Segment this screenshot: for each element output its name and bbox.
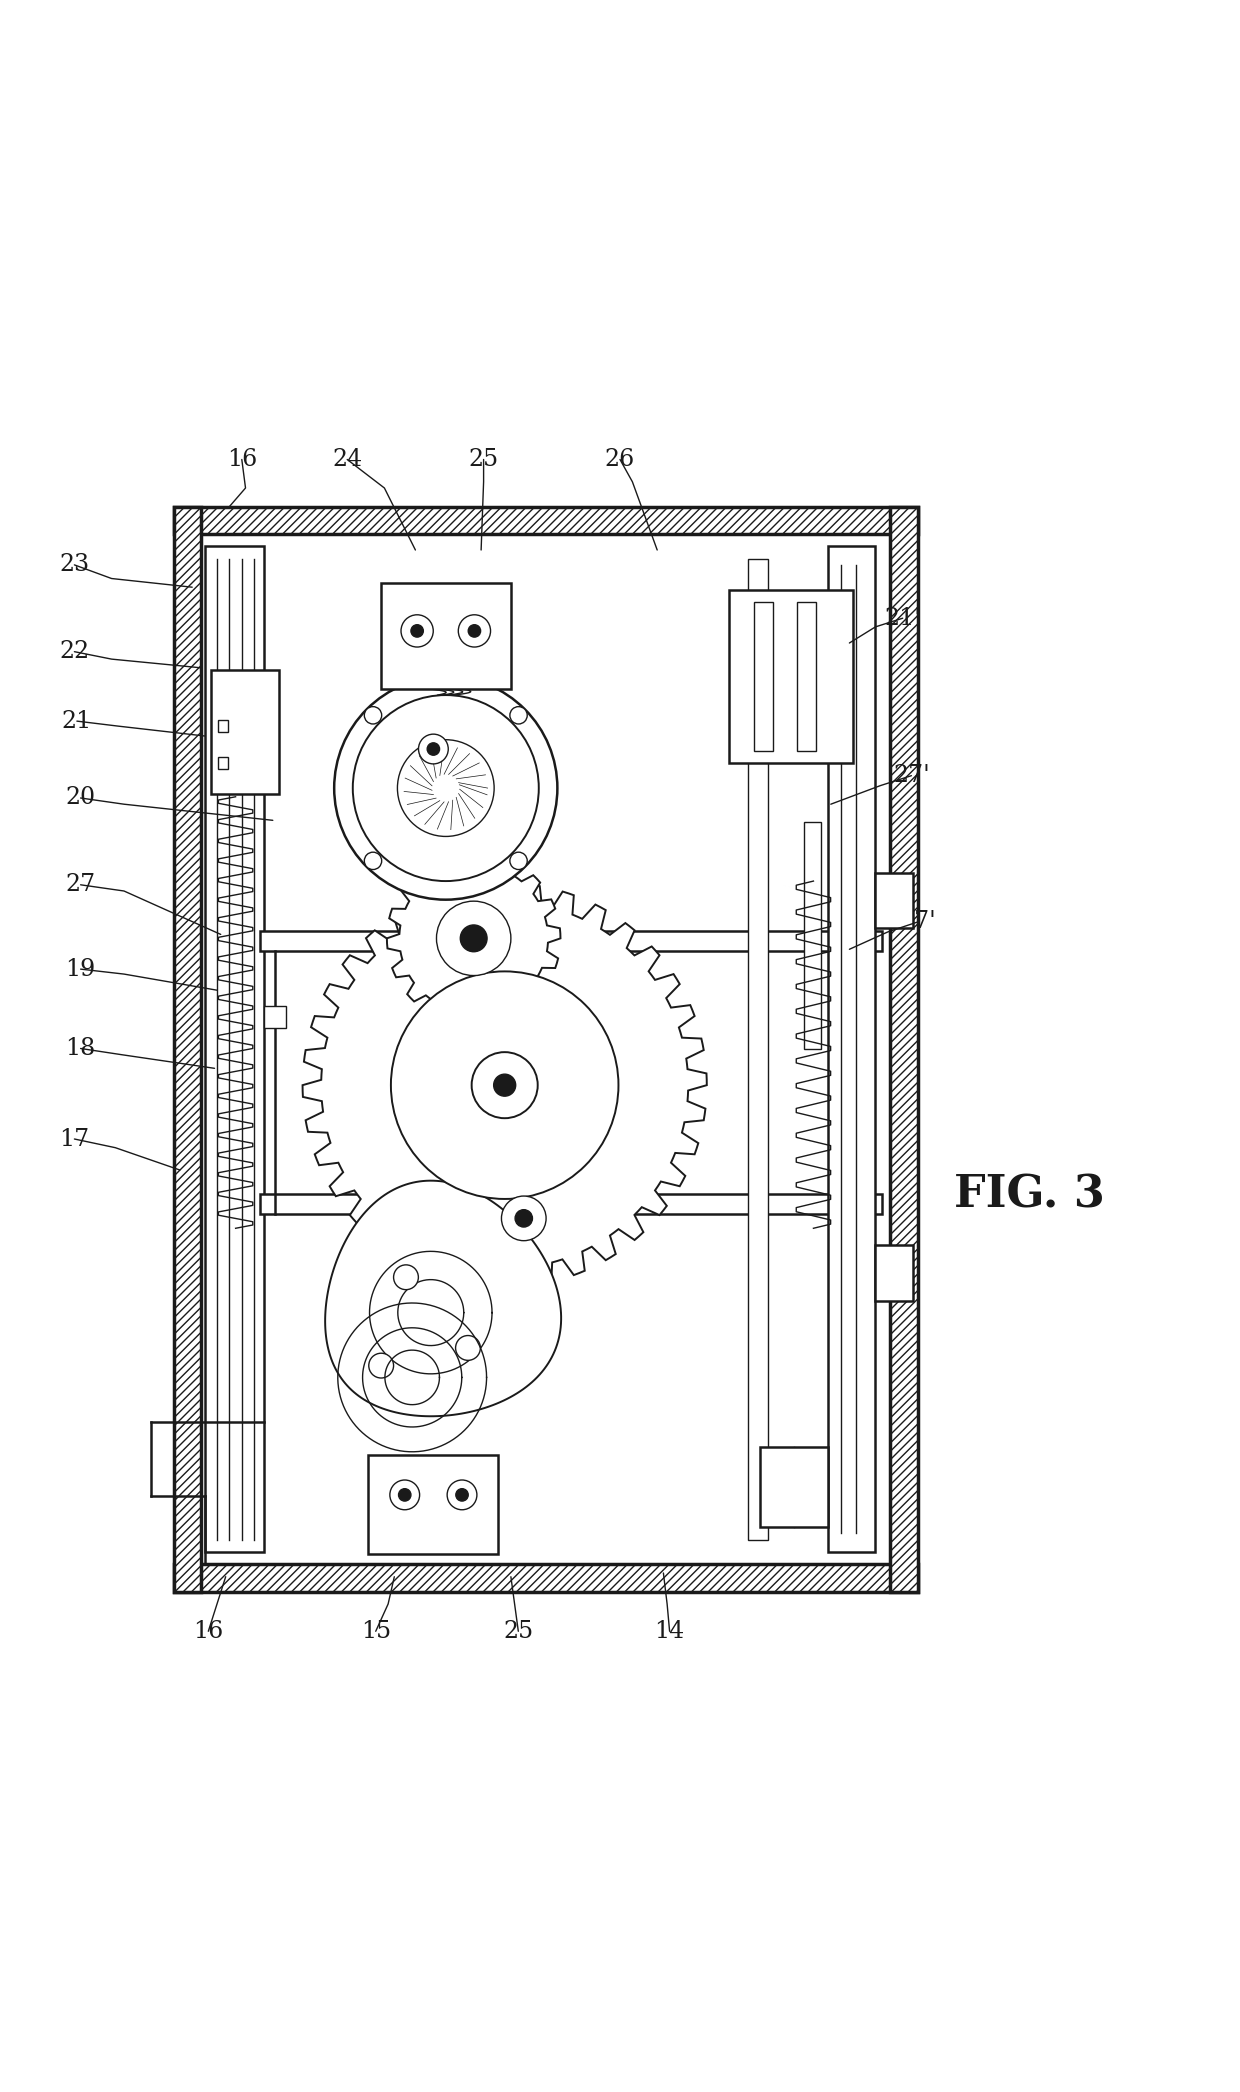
Bar	[754, 602, 773, 751]
Text: 14: 14	[655, 1619, 684, 1642]
Circle shape	[365, 851, 382, 870]
Circle shape	[501, 1197, 546, 1241]
Bar	[828, 546, 875, 1552]
Bar	[381, 584, 511, 688]
Circle shape	[365, 707, 382, 724]
Text: 25: 25	[469, 448, 498, 471]
Polygon shape	[303, 883, 707, 1287]
Bar	[201, 533, 890, 1565]
Circle shape	[469, 626, 481, 638]
Bar	[211, 669, 279, 795]
Circle shape	[401, 615, 433, 646]
Bar	[797, 602, 816, 751]
Text: 20: 20	[66, 787, 95, 810]
Bar	[368, 1456, 498, 1554]
Bar	[174, 506, 918, 533]
Text: 26: 26	[605, 448, 635, 471]
Text: 19: 19	[66, 958, 95, 981]
Text: 17: 17	[60, 1128, 89, 1151]
Text: 21': 21'	[884, 607, 921, 630]
Polygon shape	[387, 851, 560, 1025]
Bar	[174, 1565, 918, 1592]
Bar	[174, 506, 201, 1592]
Bar	[875, 872, 913, 929]
Text: 27: 27	[66, 872, 95, 895]
Bar	[260, 1195, 882, 1213]
Circle shape	[334, 676, 558, 900]
Circle shape	[494, 1073, 516, 1096]
Circle shape	[471, 1052, 538, 1119]
Circle shape	[448, 1479, 477, 1510]
Bar	[890, 506, 918, 1592]
Circle shape	[427, 743, 439, 755]
Bar	[260, 931, 882, 952]
Circle shape	[460, 925, 487, 952]
Circle shape	[456, 1490, 469, 1502]
Circle shape	[410, 626, 423, 638]
Circle shape	[398, 1490, 410, 1502]
Text: FIG. 3: FIG. 3	[954, 1174, 1105, 1215]
Text: 23: 23	[60, 554, 89, 577]
Text: 25: 25	[503, 1619, 533, 1642]
Bar	[875, 1245, 913, 1301]
Text: 16: 16	[193, 1619, 223, 1642]
Circle shape	[389, 1479, 419, 1510]
Bar	[890, 506, 918, 1592]
Text: 16: 16	[227, 448, 257, 471]
Circle shape	[391, 971, 619, 1199]
Circle shape	[397, 741, 494, 837]
Circle shape	[368, 1354, 393, 1379]
Circle shape	[393, 1266, 418, 1289]
Text: 27': 27'	[893, 764, 930, 787]
Circle shape	[352, 695, 538, 881]
Text: 22: 22	[60, 640, 89, 663]
Circle shape	[510, 851, 527, 870]
Text: 18: 18	[66, 1038, 95, 1061]
Bar	[218, 720, 228, 732]
Bar	[748, 559, 768, 1540]
Text: 15: 15	[361, 1619, 391, 1642]
Circle shape	[459, 615, 491, 646]
Bar	[264, 1006, 286, 1029]
Bar	[218, 757, 228, 770]
Bar	[729, 590, 853, 764]
Bar	[804, 822, 821, 1048]
Circle shape	[515, 1209, 532, 1228]
Polygon shape	[325, 1180, 562, 1416]
Text: 24: 24	[332, 448, 362, 471]
Circle shape	[455, 1335, 480, 1360]
Text: 17': 17'	[899, 910, 936, 933]
Bar	[174, 506, 918, 533]
Bar	[760, 1446, 828, 1527]
Text: 21: 21	[62, 709, 92, 732]
Bar	[174, 1565, 918, 1592]
Circle shape	[510, 707, 527, 724]
Bar	[174, 506, 201, 1592]
Circle shape	[419, 734, 449, 764]
Bar	[205, 546, 264, 1552]
Circle shape	[436, 902, 511, 975]
